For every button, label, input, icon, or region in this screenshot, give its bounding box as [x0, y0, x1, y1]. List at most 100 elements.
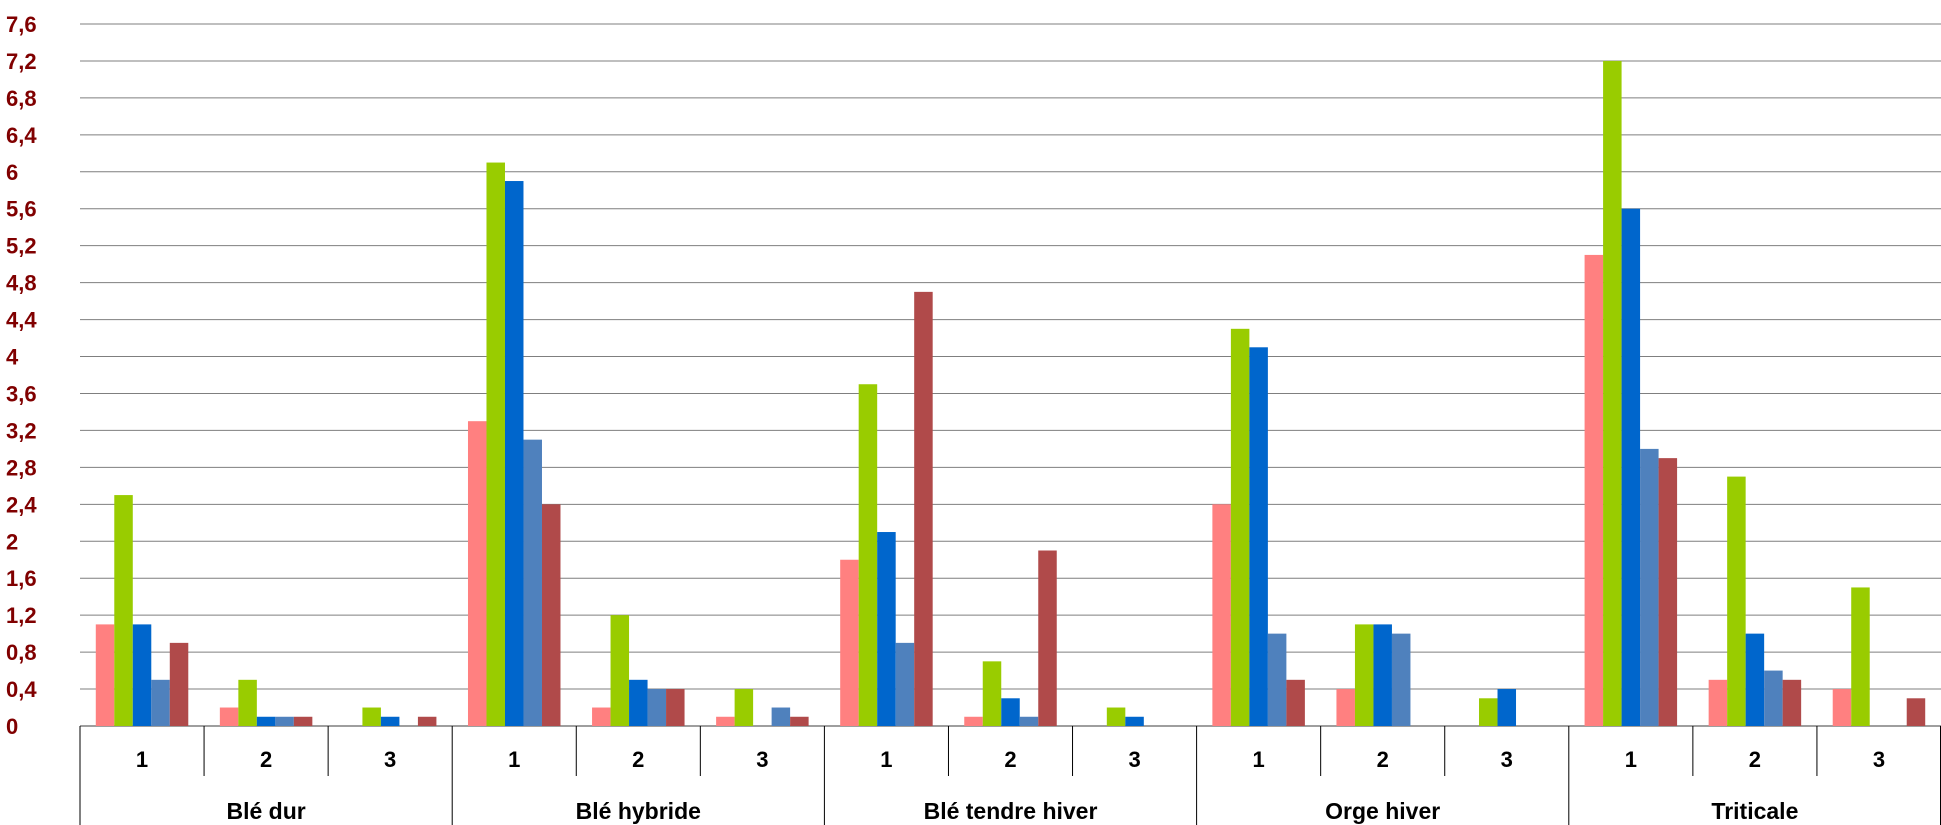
bar — [504, 181, 524, 727]
bar — [151, 679, 170, 726]
bar — [1286, 679, 1305, 726]
x-tick-label: 2 — [1749, 747, 1761, 772]
x-tick-label: 1 — [1625, 747, 1637, 772]
bar — [858, 384, 878, 726]
bar — [95, 624, 115, 726]
y-tick-label: 1,6 — [6, 566, 37, 591]
bar — [1782, 679, 1802, 726]
x-group-label: Blé hybride — [576, 798, 701, 824]
bar — [275, 716, 294, 726]
bar — [1267, 633, 1287, 726]
bar — [293, 716, 313, 726]
x-tick-label: 3 — [756, 747, 768, 772]
y-tick-label: 6,4 — [6, 123, 37, 148]
bar — [895, 642, 915, 726]
x-group-label: Blé tendre hiver — [924, 798, 1098, 824]
y-axis-ticks: 0 0,4 0,8 1,2 1,6 2 2,4 2,8 3,2 3,6 4 4,4 4,8 5,2 5,6 6… — [6, 12, 37, 739]
bar — [1479, 698, 1498, 726]
y-tick-label: 4,8 — [6, 271, 37, 296]
x-tick-label: 1 — [508, 747, 520, 772]
y-tick-label: 7,6 — [6, 12, 37, 37]
y-tick-label: 3,6 — [6, 381, 37, 406]
bar — [1249, 347, 1268, 726]
y-tick-label: 0 — [6, 714, 18, 739]
y-tick-label: 2,4 — [6, 492, 37, 517]
bars — [95, 60, 1926, 727]
bar — [1125, 716, 1144, 726]
y-tick-label: 5,2 — [6, 234, 37, 259]
bar — [666, 689, 685, 726]
bar — [1658, 458, 1678, 726]
bar — [914, 291, 933, 726]
x-tick-label: 1 — [1253, 747, 1265, 772]
bar — [982, 661, 1002, 726]
x-tick-label: 2 — [1004, 747, 1016, 772]
bar — [1106, 707, 1126, 726]
bar — [523, 439, 542, 726]
bar — [1584, 254, 1604, 726]
bar — [362, 707, 381, 726]
bar — [380, 716, 400, 726]
y-tick-label: 1,2 — [6, 603, 37, 628]
bar — [1230, 328, 1250, 726]
y-tick-label: 3,2 — [6, 418, 37, 443]
y-tick-label: 0,4 — [6, 677, 37, 702]
y-tick-label: 4,4 — [6, 308, 37, 333]
bar — [964, 716, 983, 726]
y-tick-label: 7,2 — [6, 49, 37, 74]
x-tick-label: 3 — [1873, 747, 1885, 772]
y-tick-label: 0,8 — [6, 640, 37, 665]
bar — [238, 679, 257, 726]
bar — [467, 421, 487, 726]
bar — [647, 689, 667, 726]
bar — [734, 689, 754, 726]
x-tick-label: 1 — [136, 747, 148, 772]
bar — [771, 707, 791, 726]
bar — [592, 707, 611, 726]
bar — [1001, 698, 1020, 726]
bar — [1708, 679, 1728, 726]
x-tick-label: 2 — [1377, 747, 1389, 772]
x-tick-label: 3 — [384, 747, 396, 772]
bar — [169, 642, 189, 726]
x-group-label: Orge hiver — [1325, 798, 1440, 824]
bar — [840, 559, 859, 726]
bar — [486, 162, 505, 727]
y-tick-label: 5,6 — [6, 197, 37, 222]
bar — [1727, 476, 1746, 726]
x-group-label: Blé dur — [226, 798, 305, 824]
bar — [877, 532, 896, 726]
y-tick-label: 6 — [6, 160, 18, 185]
bar — [610, 615, 630, 726]
bar — [132, 624, 152, 726]
bar — [417, 716, 437, 726]
bar — [1373, 624, 1392, 726]
x-group-label: Triticale — [1711, 798, 1798, 824]
bar — [114, 495, 133, 726]
bar — [1906, 698, 1926, 726]
y-tick-label: 2 — [6, 529, 18, 554]
bar — [1764, 670, 1783, 726]
bar — [1497, 689, 1517, 726]
bar — [716, 716, 735, 726]
x-tick-label: 3 — [1501, 747, 1513, 772]
y-tick-label: 4 — [6, 345, 19, 370]
bar — [1832, 689, 1852, 726]
bar — [1603, 60, 1622, 726]
bar — [219, 707, 239, 726]
bar — [1391, 633, 1411, 726]
bar — [1019, 716, 1039, 726]
x-axis-ticks: 1 2 3 Blé dur 1 2 3 Blé hybride 1 2 3 Blé tendre hi… — [136, 747, 1885, 824]
bar — [1621, 208, 1641, 727]
bar — [1745, 633, 1765, 726]
x-tick-label: 1 — [880, 747, 892, 772]
bar — [1640, 448, 1659, 726]
bar — [256, 716, 276, 726]
bar — [1038, 550, 1057, 726]
bar — [629, 679, 648, 726]
x-tick-label: 3 — [1128, 747, 1140, 772]
bar — [541, 504, 561, 726]
bar — [1354, 624, 1374, 726]
